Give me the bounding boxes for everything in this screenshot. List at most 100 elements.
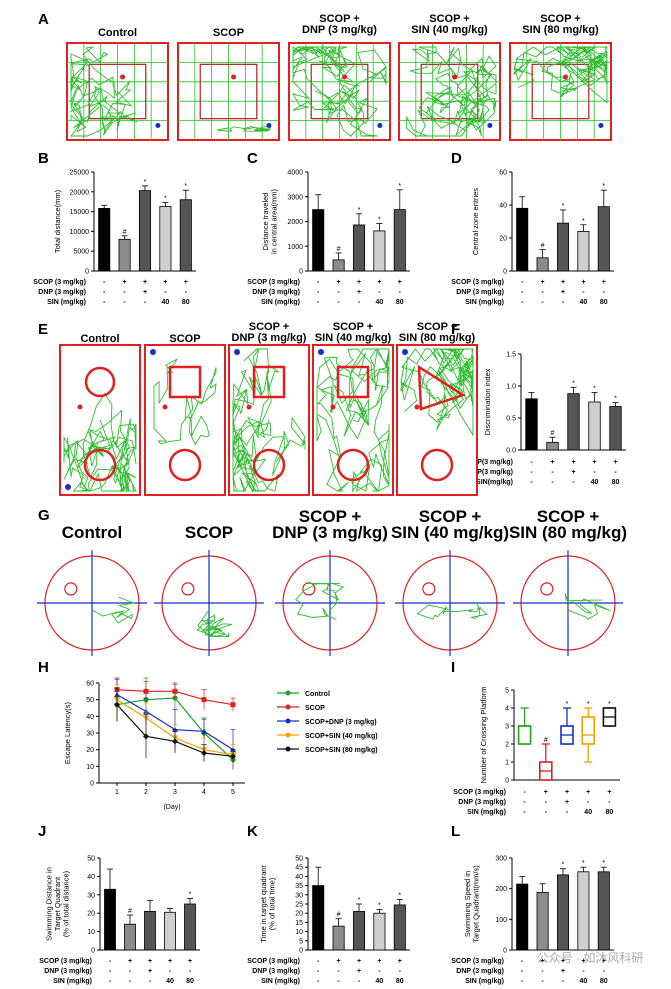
table-I-row-mark-scop: +: [607, 789, 611, 796]
table-C-row-label-scop: SCOP (3 mg/kg): [247, 279, 300, 286]
y-tick-label: 25: [295, 902, 303, 909]
y-tick-label: 0: [85, 269, 89, 276]
table-L-row-mark-dnp: -: [521, 968, 524, 975]
panel-label-L: L: [451, 823, 460, 840]
table-F-row-mark-dnp: -: [551, 469, 554, 476]
y-tick-label: 30: [295, 892, 303, 899]
table-F-row-mark-scop: +: [550, 459, 554, 466]
y-tick-label: 35: [295, 883, 303, 890]
bar-4: [159, 206, 172, 272]
bar-5: [179, 199, 192, 272]
bar-2: [546, 441, 559, 451]
legend-label: SCOP: [305, 705, 325, 712]
table-K-row-mark-dnp: -: [399, 968, 402, 975]
significance-mark: *: [587, 701, 590, 708]
y-axis-label: Escape Latency(s): [63, 701, 72, 764]
chart-J: 0 10 20 30 40 50 # * Swimming Distance inTarget …: [45, 856, 200, 955]
platform: [302, 582, 316, 596]
y-tick-label: 10: [295, 929, 303, 936]
start-point: [563, 74, 569, 80]
y-tick-label: 0: [91, 948, 95, 955]
panel-E-title-g1: Control: [80, 333, 119, 345]
panel-label-H: H: [38, 659, 49, 676]
y-tick-label: 1.0: [506, 384, 516, 391]
significance-mark: *: [378, 216, 381, 223]
track-A-5: [513, 46, 609, 104]
y-tick-label: 0.0: [506, 448, 516, 455]
chart-D: 0 20 40 60 # * * * Central zone entries: [471, 170, 614, 276]
y-axis-label: Total distance(mm): [53, 189, 62, 253]
y-axis-label: Distance traveledin central area(mm): [261, 188, 279, 254]
table-J-row-mark-sin: -: [129, 978, 132, 985]
table-C-row-mark-sin: -: [358, 299, 361, 306]
y-tick-label: 5: [299, 938, 303, 945]
table-B-row-label-sin: SIN (mg/kg): [47, 299, 86, 306]
table-B-row-label-scop: SCOP (3 mg/kg): [33, 279, 86, 286]
legend-label: SCOP+DNP (3 mg/kg): [305, 719, 377, 726]
start-point: [342, 74, 348, 80]
bar-1: [525, 398, 538, 451]
table-D-row-label-dnp: DNP (3 mg/kg): [456, 289, 504, 296]
panel-E-title-g2: SCOP: [169, 333, 200, 345]
table-C-row-mark-sin: -: [337, 299, 340, 306]
data-point: [172, 688, 178, 694]
legend-label: Control: [305, 691, 330, 698]
table-B-row-mark-dnp: -: [185, 289, 188, 296]
table-J-row-mark-sin: 80: [186, 978, 194, 985]
start-point: [246, 404, 252, 410]
bar-4: [164, 911, 176, 951]
data-point: [143, 733, 149, 740]
table-C-row-mark-sin: -: [317, 299, 320, 306]
significance-mark: *: [566, 701, 569, 708]
table-L-row-mark-scop: +: [561, 958, 565, 965]
table-B-row-mark-sin: -: [123, 299, 126, 306]
table-L-row-mark-dnp: +: [561, 968, 565, 975]
y-tick-label: 40: [87, 874, 95, 881]
table-B-row-mark-dnp: -: [123, 289, 126, 296]
table-I-row-mark-dnp: -: [587, 799, 590, 806]
significance-mark: *: [184, 183, 187, 190]
table-L-row-mark-sin: -: [562, 978, 565, 985]
y-axis-label: Swimming Speed inTarget Quadrant(mm/s): [463, 865, 481, 943]
bar-4: [588, 401, 601, 451]
significance-mark: #: [337, 912, 341, 919]
table-D-row-mark-scop: +: [561, 279, 565, 286]
bar-1: [98, 208, 111, 272]
panel-A-title-g2: SCOP: [213, 27, 244, 39]
y-tick-label: 5: [505, 688, 509, 695]
table-J-row-mark-scop: +: [188, 958, 192, 965]
significance-mark: *: [602, 860, 605, 867]
table-K-row-label-dnp: DNP (3 mg/kg): [252, 968, 300, 975]
table-C-row-mark-sin: 40: [376, 299, 384, 306]
significance-mark: *: [398, 183, 401, 190]
table-B-row-mark-dnp: +: [143, 289, 147, 296]
object-circle: [252, 448, 286, 482]
y-tick-label: 2000: [287, 219, 303, 226]
y-tick-label: 40: [295, 874, 303, 881]
bar-3: [144, 910, 156, 951]
table-D-row-mark-dnp: -: [582, 289, 585, 296]
significance-mark: *: [358, 897, 361, 904]
significance-mark: *: [608, 701, 611, 708]
table-K-row-mark-scop: +: [357, 958, 361, 965]
chart-C: 0 1000 2000 3000 4000 # * * * Distance traveledin…: [261, 170, 410, 276]
y-tick-label: 20: [295, 911, 303, 918]
significance-mark: *: [562, 203, 565, 210]
bar-2: [332, 259, 345, 272]
table-I-row-mark-scop: +: [586, 789, 590, 796]
table-D-row-label-sin: SIN (mg/kg): [465, 299, 504, 306]
legend-marker: [285, 732, 291, 738]
y-tick-label: 0: [299, 948, 303, 955]
y-tick-label: 40: [499, 203, 507, 210]
bar-5: [393, 904, 406, 951]
table-C-row-mark-dnp: -: [378, 289, 381, 296]
panel-A-title-g4: SIN (40 mg/kg): [411, 24, 488, 36]
table-K-row-mark-dnp: -: [378, 968, 381, 975]
significance-mark: *: [602, 183, 605, 190]
start-point: [414, 404, 420, 410]
table-K-row-mark-dnp: +: [357, 968, 361, 975]
table-B-row-mark-dnp: -: [103, 289, 106, 296]
table-L-row-mark-dnp: -: [582, 968, 585, 975]
table-I-row-label-dnp: DNP (3 mg/kg): [458, 799, 506, 806]
table-L-row-mark-sin: 40: [580, 978, 588, 985]
